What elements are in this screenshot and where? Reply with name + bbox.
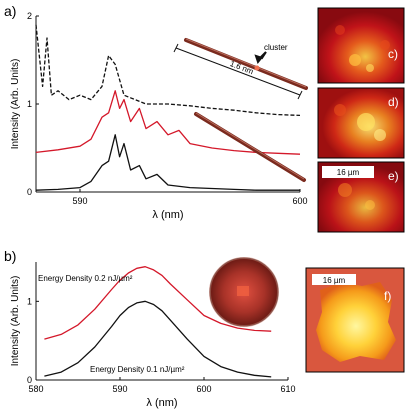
series-line-2 — [35, 134, 300, 191]
scale-bar-e — [322, 166, 374, 178]
y-axis-label: Intensity (Arb. Units) — [10, 276, 21, 367]
y-tick-label: 1 — [27, 296, 32, 306]
chart-b: 580 590 600 610 0 1 λ (nm) Intensity (Arb. Unit… — [10, 262, 296, 409]
panel-f-label: f) — [384, 289, 391, 303]
energy-low-label: Energy Density 0.1 nJ/µm² — [90, 365, 185, 374]
panel-c-label: c) — [388, 47, 398, 61]
scale-bar-e-label: 16 µm — [337, 168, 360, 177]
x-tick-label: 600 — [196, 384, 211, 394]
nanorod-bottom-highlight — [195, 112, 305, 180]
energy-high-label: Energy Density 0.2 nJ/µm² — [38, 274, 133, 283]
x-tick-label: 590 — [72, 196, 87, 206]
panel-e-label: e) — [388, 169, 399, 183]
image-f: 16 µm f) — [305, 267, 405, 373]
nanorod-top — [184, 38, 308, 90]
nanorod-diagram: cluster 1.6 nm — [173, 38, 308, 182]
scale-tick-right — [297, 90, 303, 100]
panel-b-label: b) — [4, 248, 16, 264]
series-line-0 — [44, 266, 272, 340]
x-axis-label: λ (nm) — [146, 397, 177, 409]
series-line-1 — [44, 300, 272, 378]
x-tick-label: 600 — [292, 196, 307, 206]
image-e: 16 µm e) — [317, 161, 405, 233]
cluster-dot — [254, 65, 260, 71]
scale-tick-left — [173, 43, 179, 53]
cluster-arrow-icon — [254, 51, 267, 65]
scale-bar-f-label: 16 µm — [323, 276, 346, 285]
scale-line — [175, 47, 301, 96]
sphere-image — [209, 257, 279, 327]
y-tick-label: 0 — [27, 375, 32, 385]
y-tick-label: 2 — [27, 11, 32, 21]
scale-bar-f — [312, 274, 356, 285]
cluster-label: cluster — [264, 43, 288, 52]
x-tick-label: 590 — [112, 384, 127, 394]
y-tick-label: 0 — [27, 187, 32, 197]
panel-a-label: a) — [4, 3, 16, 19]
x-axis-label: λ (nm) — [152, 209, 183, 221]
image-c: c) — [317, 7, 405, 84]
series-line-1 — [35, 90, 301, 155]
chart-a: 590 600 0 1 2 λ (nm) Intensity (Arb. Units) — [10, 11, 308, 221]
x-tick-label: 580 — [28, 384, 43, 394]
series-line-0 — [35, 24, 301, 117]
image-d: d) — [317, 87, 405, 159]
x-tick-label: 610 — [280, 384, 295, 394]
panel-d-label: d) — [388, 95, 399, 109]
nanorod-bottom — [194, 112, 306, 182]
y-axis-label: Intensity (Arb. Units) — [10, 59, 21, 150]
y-tick-label: 1 — [27, 99, 32, 109]
nanorod-top-highlight — [185, 38, 307, 88]
